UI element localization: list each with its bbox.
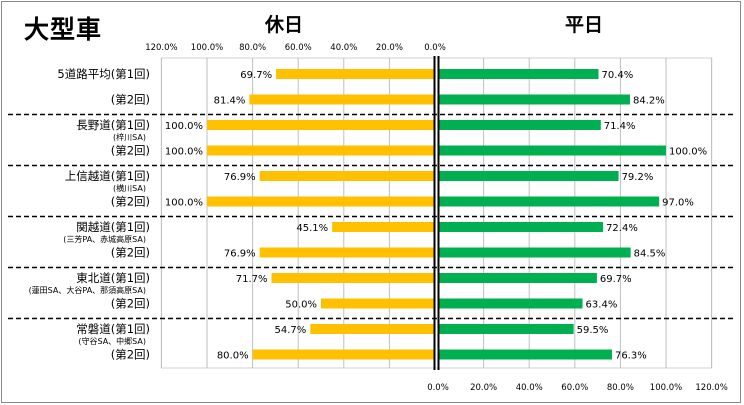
holiday-value-label: 80.0% [217, 351, 249, 362]
weekday-value-label: 84.2% [633, 96, 665, 107]
weekday-bar [438, 196, 660, 207]
weekday-bar [438, 94, 630, 105]
tick-label-holiday: 20.0% [376, 43, 403, 53]
row-label: (第2回) [111, 297, 150, 311]
holiday-value-label: 69.7% [240, 70, 272, 81]
holiday-bar [207, 145, 435, 156]
tick-label-holiday: 40.0% [330, 43, 357, 53]
weekday-value-label: 84.5% [634, 249, 666, 260]
holiday-bar [249, 94, 435, 105]
holiday-bar [252, 349, 435, 360]
weekday-value-label: 79.2% [622, 172, 654, 183]
row-sublabel: (蓮田SA、大谷PA、那須高原SA) [29, 285, 146, 295]
tick-label-weekday: 40.0% [516, 383, 543, 393]
weekday-value-label: 63.4% [586, 300, 618, 311]
row-label: 東北道(第1回) [76, 271, 150, 285]
holiday-bar [207, 120, 435, 130]
holiday-bar [321, 298, 435, 309]
holiday-panel-title: 休日 [265, 14, 304, 36]
holiday-bar [332, 222, 435, 232]
holiday-bar [207, 196, 435, 207]
row-sublabel: (守谷SA、中郷SA) [78, 336, 146, 346]
holiday-value-label: 100.0% [165, 198, 203, 209]
row-sublabel: (三芳PA、赤城高原SA) [63, 234, 146, 244]
weekday-value-label: 76.3% [615, 351, 647, 362]
tick-label-holiday: 80.0% [239, 43, 266, 53]
holiday-value-label: 100.0% [165, 121, 203, 132]
weekday-bar [438, 69, 599, 79]
weekday-bar [438, 273, 597, 283]
row-label: 5道路平均(第1回) [57, 67, 150, 81]
tick-label-weekday: 120.0% [695, 383, 727, 393]
weekday-value-label: 71.4% [604, 121, 636, 132]
weekday-value-label: 69.7% [600, 274, 632, 285]
holiday-bar [271, 273, 435, 283]
weekday-panel-title: 平日 [565, 14, 604, 36]
weekday-bar [438, 349, 612, 360]
row-label: 長野道(第1回) [76, 118, 150, 132]
tick-label-weekday: 80.0% [607, 383, 634, 393]
weekday-bar [438, 222, 604, 232]
tick-label-holiday: 120.0% [145, 43, 177, 53]
tick-label-holiday: 60.0% [285, 43, 312, 53]
tick-label-holiday: 100.0% [191, 43, 223, 53]
weekday-bar [438, 171, 619, 181]
weekday-value-label: 97.0% [662, 198, 694, 209]
row-sublabel: (横川SA) [113, 183, 146, 193]
row-label: (第2回) [111, 144, 150, 158]
row-label: 常磐道(第1回) [76, 322, 150, 336]
holiday-value-label: 71.7% [236, 274, 268, 285]
chart-title: 大型車 [24, 15, 103, 44]
row-label: 上信越道(第1回) [65, 169, 150, 183]
holiday-bar [310, 324, 435, 334]
weekday-bar [438, 120, 601, 130]
row-label: 関越道(第1回) [76, 220, 150, 234]
tick-label-weekday: 60.0% [561, 383, 588, 393]
weekday-value-label: 100.0% [669, 147, 707, 158]
weekday-value-label: 70.4% [602, 70, 634, 81]
row-sublabel: (梓川SA) [113, 132, 146, 142]
weekday-bar [438, 324, 574, 334]
weekday-value-label: 72.4% [606, 223, 638, 234]
holiday-value-label: 76.9% [224, 249, 256, 260]
weekday-bar [438, 298, 583, 309]
weekday-bar [438, 145, 666, 156]
holiday-value-label: 50.0% [285, 300, 317, 311]
holiday-value-label: 81.4% [214, 96, 246, 107]
holiday-value-label: 54.7% [275, 325, 307, 336]
holiday-value-label: 100.0% [165, 147, 203, 158]
weekday-value-label: 59.5% [577, 325, 609, 336]
row-label: (第2回) [111, 246, 150, 260]
weekday-bar [438, 247, 631, 258]
holiday-bar [259, 171, 435, 181]
tick-label-holiday: 0.0% [424, 43, 446, 53]
tick-label-weekday: 100.0% [650, 383, 682, 393]
row-label: (第2回) [111, 195, 150, 209]
row-label: (第2回) [111, 93, 150, 107]
tick-label-weekday: 0.0% [427, 383, 449, 393]
row-label: (第2回) [111, 348, 150, 362]
holiday-value-label: 45.1% [296, 223, 328, 234]
holiday-value-label: 76.9% [224, 172, 256, 183]
tick-label-weekday: 20.0% [470, 383, 497, 393]
holiday-bar [276, 69, 435, 79]
holiday-bar [259, 247, 435, 258]
